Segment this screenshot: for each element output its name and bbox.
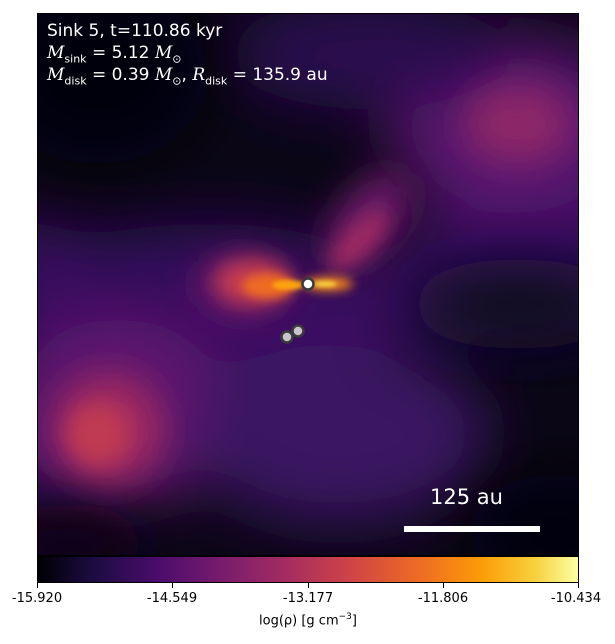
scale-bar-label: 125 au [430,485,503,509]
scale-bar [404,526,540,532]
colorbar-tick-label: -13.177 [282,591,334,606]
sink-marker [291,324,305,338]
colorbar-tick [37,583,38,588]
sink-title: Sink 5, t=110.86 kyr [47,21,223,41]
colorbar [37,556,579,583]
disk-properties: Mdisk = 0.39 M⊙, Rdisk = 135.9 au [47,65,328,88]
colorbar-tick-label: -14.549 [146,591,198,606]
colorbar-label: log(ρ) [g cm−3] [259,612,357,629]
colorbar-tick-label: -11.806 [417,591,469,606]
colorbar-tick [578,583,579,588]
colorbar-tick-label: -15.920 [11,591,63,606]
sink-mass: Msink = 5.12 M⊙ [47,43,182,66]
sink-marker-primary [301,277,315,291]
colorbar-tick [172,583,173,588]
colorbar-tick [443,583,444,588]
density-map [37,13,579,556]
colorbar-tick-label: -10.434 [550,591,602,606]
density-image [38,14,578,555]
colorbar-tick [308,583,309,588]
sink-marker [280,330,294,344]
